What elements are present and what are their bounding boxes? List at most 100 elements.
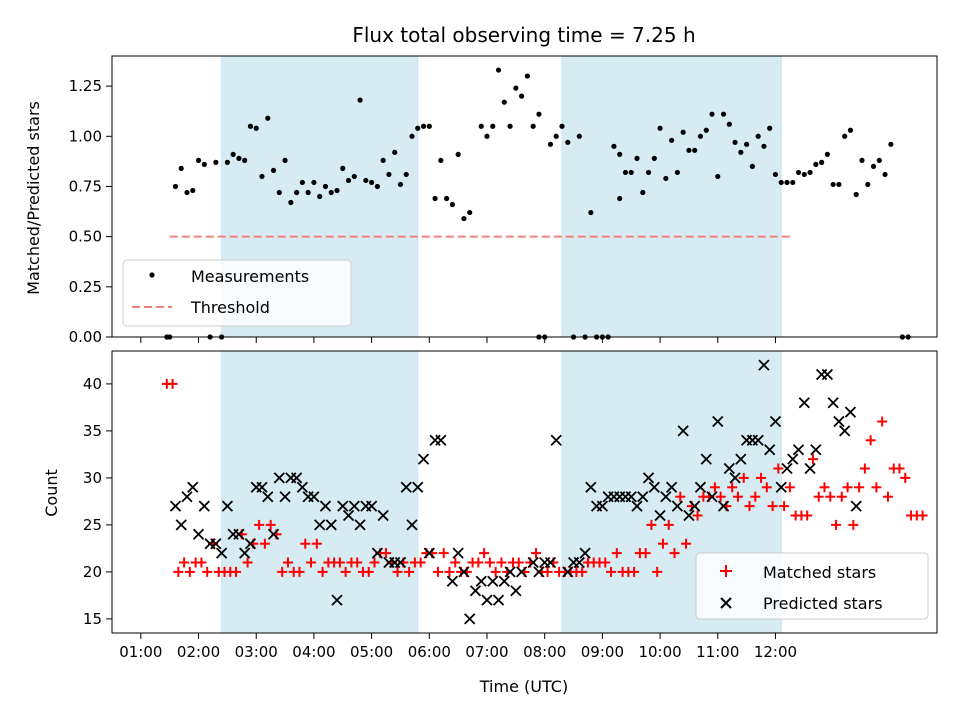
- measurement-point: [190, 187, 196, 194]
- predicted-point: [239, 547, 251, 559]
- measurement-point: [588, 209, 594, 216]
- predicted-point: [325, 519, 337, 531]
- matched-point: [732, 491, 743, 502]
- predicted-point: [573, 556, 585, 569]
- measurement-point: [334, 187, 340, 194]
- predicted-point: [798, 397, 810, 409]
- predicted-point: [400, 481, 412, 493]
- matched-point: [640, 548, 651, 559]
- measurement-point: [426, 123, 432, 129]
- measurement-point: [397, 181, 404, 188]
- x-tick-label: 11:00: [696, 643, 739, 661]
- matched-point: [859, 463, 870, 474]
- matched-point: [179, 557, 190, 568]
- measurement-point: [311, 179, 317, 186]
- x-tick-label: 09:00: [581, 643, 624, 661]
- legend-bottom: Matched stars Predicted stars: [695, 552, 929, 620]
- matched-point: [727, 482, 738, 493]
- measurement-point: [415, 125, 421, 131]
- measurement-point: [438, 157, 444, 163]
- measurement-point: [276, 189, 282, 196]
- matched-point: [531, 548, 542, 559]
- matched-point: [842, 482, 853, 493]
- y-tick-label: 35: [83, 422, 102, 440]
- measurement-point: [340, 165, 346, 171]
- top-chart-title: Flux total observing time = 7.25 h: [352, 23, 695, 47]
- y-tick-label: 15: [83, 610, 102, 628]
- matched-point: [600, 557, 611, 568]
- measurement-point: [455, 151, 461, 157]
- measurement-point: [524, 73, 530, 79]
- matched-point: [865, 435, 876, 446]
- predicted-point: [354, 519, 366, 531]
- matched-point: [450, 557, 461, 568]
- predicted-point: [723, 462, 735, 475]
- x-tick-label: 01:00: [119, 643, 162, 661]
- predicted-point: [348, 500, 360, 512]
- matched-point: [242, 557, 253, 568]
- measurement-point: [778, 179, 784, 186]
- matched-point: [282, 557, 293, 568]
- measurement-point: [490, 123, 496, 129]
- predicted-point: [290, 472, 303, 484]
- measurement-point: [201, 161, 207, 167]
- measurement-point: [530, 123, 536, 129]
- predicted-point: [729, 472, 741, 484]
- measurement-point: [328, 189, 334, 196]
- matched-point: [404, 566, 415, 577]
- measurement-point: [882, 171, 888, 178]
- measurement-point: [374, 183, 380, 190]
- measurement-point: [807, 169, 813, 176]
- matched-point: [415, 557, 426, 568]
- measurement-point: [622, 169, 629, 176]
- measurement-point: [744, 141, 750, 147]
- predicted-point: [198, 500, 210, 512]
- measurement-point: [680, 129, 686, 135]
- matched-point: [300, 538, 311, 549]
- predicted-point: [562, 566, 574, 578]
- top-y-axis-label: Matched/Predicted stars: [24, 101, 43, 295]
- matched-point: [894, 463, 905, 474]
- predicted-point: [764, 444, 776, 456]
- measurement-point: [495, 67, 502, 73]
- matched-point: [363, 566, 374, 577]
- matched-point: [657, 538, 668, 549]
- x-tick-label: 10:00: [638, 643, 681, 661]
- measurement-point: [351, 173, 357, 180]
- top-plot: 0.00 0.25 0.50 0.75 1.00 1.25: [69, 55, 938, 346]
- measurement-point: [536, 111, 542, 117]
- matched-point: [490, 566, 501, 577]
- predicted-point: [452, 547, 464, 559]
- matched-point: [311, 538, 322, 549]
- predicted-point: [487, 575, 499, 587]
- predicted-point: [631, 500, 643, 512]
- matched-point: [334, 557, 345, 568]
- measurement-point: [178, 165, 184, 171]
- matched-point: [767, 501, 778, 512]
- measurement-point: [732, 139, 738, 145]
- predicted-point: [533, 566, 545, 578]
- predicted-point: [412, 481, 424, 493]
- predicted-point: [550, 434, 562, 446]
- predicted-point: [787, 453, 799, 465]
- matched-point: [646, 519, 657, 530]
- measurement-point: [380, 157, 386, 163]
- predicted-point: [781, 462, 793, 475]
- predicted-point: [256, 481, 268, 493]
- measurement-point: [409, 133, 415, 139]
- measurement-point: [253, 125, 259, 131]
- predicted-point: [377, 509, 389, 522]
- measurement-point: [363, 177, 369, 184]
- measurement-point: [444, 195, 450, 202]
- matched-point: [167, 378, 178, 389]
- measurement-point: [749, 163, 755, 169]
- predicted-point: [689, 500, 701, 512]
- measurement-point: [674, 169, 680, 176]
- measurement-point: [288, 199, 294, 206]
- predicted-point: [596, 500, 609, 512]
- measurement-point: [513, 85, 519, 91]
- y-tick-label: 20: [83, 563, 102, 581]
- predicted-point: [475, 575, 487, 587]
- matched-point: [340, 566, 351, 577]
